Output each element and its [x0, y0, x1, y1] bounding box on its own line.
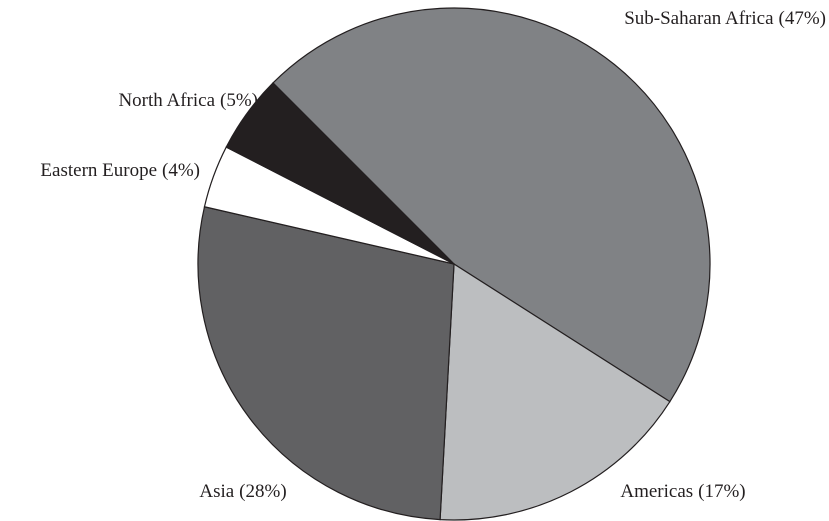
value-label: (47%) [779, 8, 826, 29]
slice-label: Eastern Europe (4%) [40, 160, 200, 181]
value-label: (5%) [220, 90, 258, 111]
pie-slice [197, 206, 455, 521]
category-name: Americas [620, 481, 693, 502]
value-label: (4%) [162, 160, 200, 181]
slice-label: Asia (28%) [199, 481, 286, 502]
pie-slice [439, 262, 671, 521]
category-name: North Africa [118, 90, 215, 111]
category-name: Eastern Europe [40, 160, 157, 181]
category-name: Asia [199, 481, 234, 502]
pie-slice [272, 7, 711, 403]
slice-label: Americas (17%) [620, 481, 745, 502]
slice-label: Sub-Saharan Africa (47%) [624, 8, 826, 29]
category-name: Sub-Saharan Africa [624, 8, 774, 29]
value-label: (28%) [239, 481, 286, 502]
value-label: (17%) [698, 481, 745, 502]
pie-slice [225, 82, 455, 265]
slice-label: North Africa (5%) [118, 90, 258, 111]
